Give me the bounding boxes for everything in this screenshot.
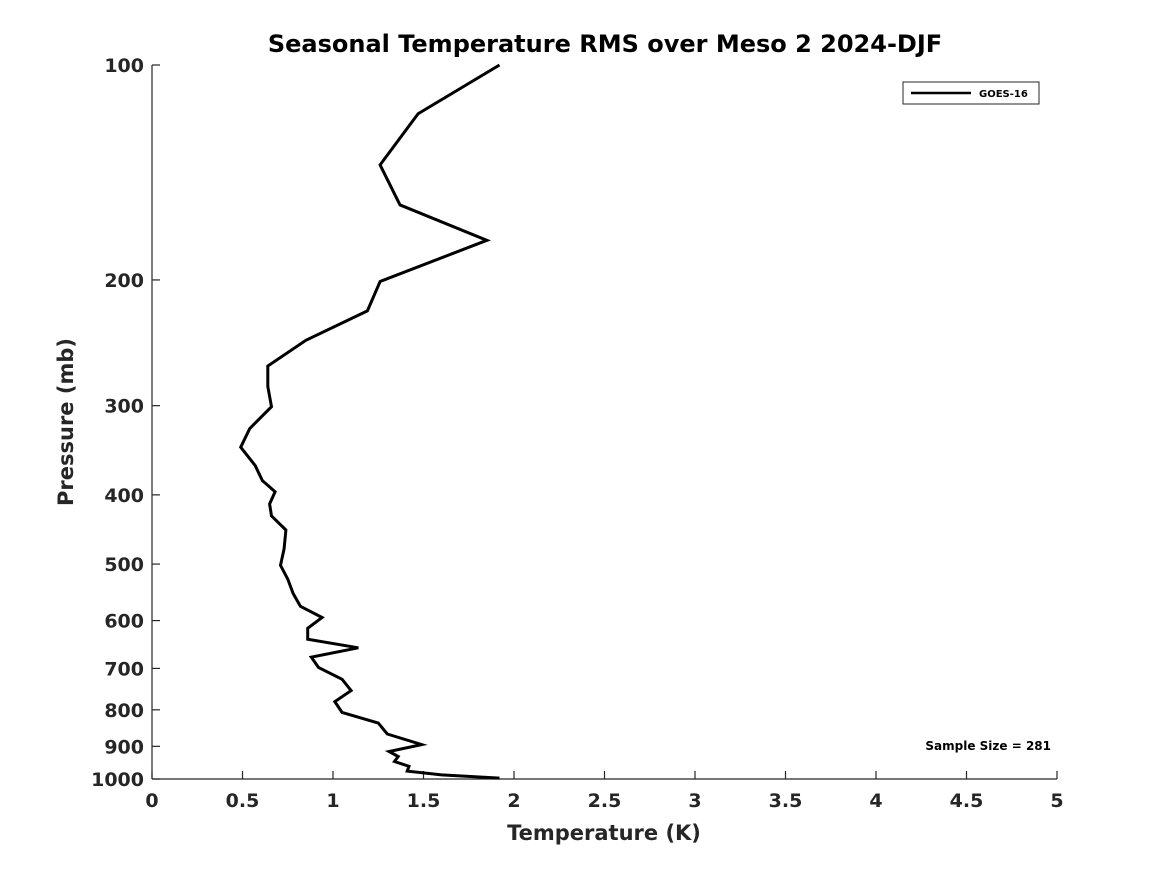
legend: GOES-16 xyxy=(902,81,1040,105)
y-tick-label: 700 xyxy=(104,658,144,680)
x-tick-label: 1 xyxy=(326,790,339,812)
x-tick-label: 2.5 xyxy=(588,790,622,812)
y-ticks: 100 200 300 400 500 600 700 800 900 1000 xyxy=(91,55,160,791)
y-tick-label: 800 xyxy=(104,700,144,722)
x-tick-label: 3.5 xyxy=(769,790,803,812)
x-tick-label: 0.5 xyxy=(226,790,260,812)
y-tick-label: 500 xyxy=(104,554,144,576)
chart-title: Seasonal Temperature RMS over Meso 2 202… xyxy=(268,30,942,58)
y-tick-label: 900 xyxy=(104,736,144,758)
y-tick-label: 400 xyxy=(104,485,144,507)
y-axis-label: Pressure (mb) xyxy=(54,338,78,506)
y-tick-label: 600 xyxy=(104,611,144,633)
x-tick-label: 5 xyxy=(1050,790,1063,812)
x-tick-label: 2 xyxy=(507,790,520,812)
series-layer xyxy=(238,63,501,780)
series-line-goes-16 xyxy=(238,63,501,780)
sample-size-annotation: Sample Size = 281 xyxy=(925,739,1051,753)
y-tick-label: 1000 xyxy=(91,769,144,791)
y-tick-label: 100 xyxy=(104,55,144,77)
x-axis-label: Temperature (K) xyxy=(507,821,701,845)
x-tick-label: 3 xyxy=(688,790,701,812)
y-tick-label: 200 xyxy=(104,270,144,292)
x-ticks: 0 0.5 1 1.5 2 2.5 3 3.5 4 4.5 5 xyxy=(145,771,1064,812)
x-tick-label: 0 xyxy=(145,790,158,812)
x-tick-label: 4 xyxy=(869,790,882,812)
x-tick-label: 4.5 xyxy=(950,790,984,812)
y-tick-label: 300 xyxy=(104,396,144,418)
legend-label-goes-16: GOES-16 xyxy=(979,89,1028,100)
x-tick-label: 1.5 xyxy=(407,790,441,812)
